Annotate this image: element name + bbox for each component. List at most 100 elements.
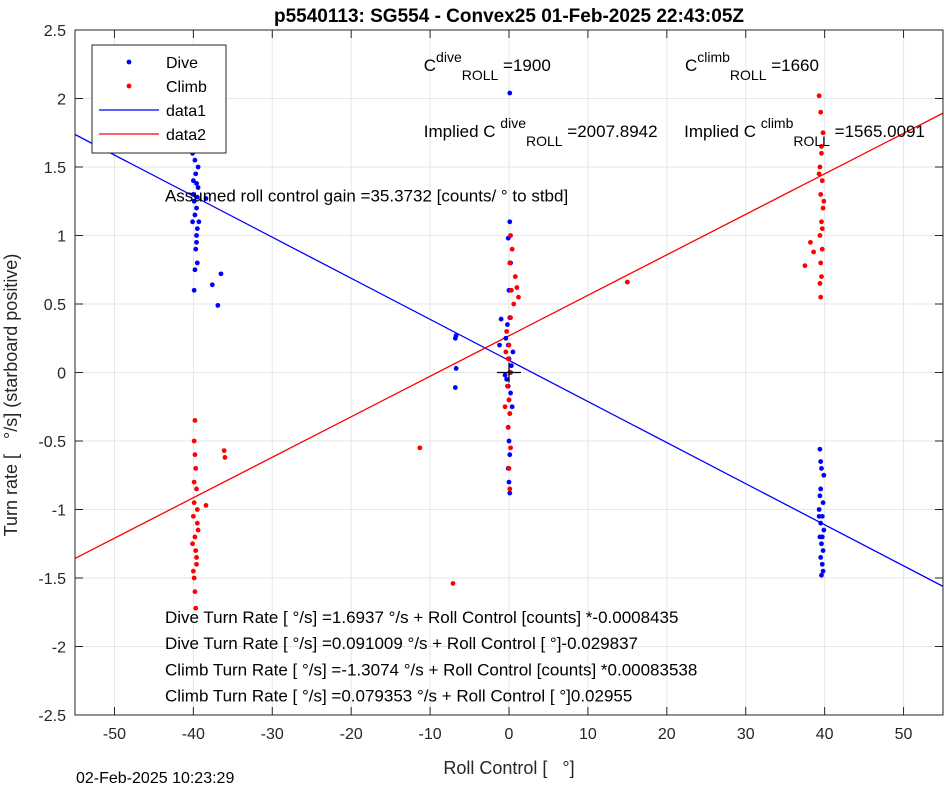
point-climb xyxy=(509,246,515,252)
annotation-part: C xyxy=(685,56,697,75)
point-climb xyxy=(819,274,824,279)
point-climb xyxy=(194,507,200,512)
x-tick-label: -20 xyxy=(340,726,363,743)
point-climb xyxy=(818,109,824,115)
x-tick-label: -50 xyxy=(103,726,126,743)
point-climb xyxy=(192,418,198,423)
point-climb xyxy=(516,294,521,300)
point-climb xyxy=(506,466,512,471)
point-climb xyxy=(821,198,827,204)
annotation-part: Implied C xyxy=(684,122,761,141)
legend-label: Climb xyxy=(166,79,207,96)
point-climb xyxy=(818,294,824,300)
legend-label: data1 xyxy=(166,103,206,120)
point-dive xyxy=(821,472,827,478)
legend-label: data2 xyxy=(166,127,206,144)
annotation-fit_dive_deg: Dive Turn Rate [ °/s] =0.091009 °/s + Ro… xyxy=(165,634,638,653)
data-markers xyxy=(190,90,827,611)
y-tick-label: 0 xyxy=(57,366,66,383)
point-climb xyxy=(817,164,823,170)
point-dive xyxy=(218,271,224,277)
point-dive xyxy=(821,527,827,533)
point-dive xyxy=(194,205,199,211)
point-climb xyxy=(450,581,456,586)
point-dive xyxy=(498,316,504,322)
point-climb xyxy=(191,575,197,581)
point-climb xyxy=(820,130,826,136)
point-dive xyxy=(497,342,502,348)
legend-marker xyxy=(126,83,132,89)
x-tick-label: 30 xyxy=(737,726,755,743)
annotation-gain: Assumed roll control gain =35.3732 [coun… xyxy=(165,186,568,205)
point-climb xyxy=(512,274,518,279)
point-dive xyxy=(818,486,824,492)
point-dive xyxy=(508,390,513,396)
point-climb xyxy=(194,520,200,526)
point-climb xyxy=(193,466,199,471)
point-climb xyxy=(503,349,509,355)
point-dive xyxy=(194,194,200,200)
point-dive xyxy=(215,302,221,308)
point-dive xyxy=(816,513,822,519)
point-climb xyxy=(193,548,199,553)
x-tick-label: 0 xyxy=(505,726,514,743)
point-climb xyxy=(203,502,209,508)
point-climb xyxy=(507,260,513,266)
point-dive xyxy=(505,322,510,327)
point-dive xyxy=(453,365,459,371)
chart-title: p5540113: SG554 - Convex25 01-Feb-2025 2… xyxy=(274,6,744,27)
point-dive xyxy=(191,198,197,204)
point-climb xyxy=(192,534,198,540)
point-dive xyxy=(452,385,458,390)
point-dive xyxy=(509,404,515,410)
y-axis-label: Turn rate [ °/s] (starboard positive) xyxy=(1,254,21,537)
legend-label: Dive xyxy=(166,55,198,72)
y-tick-label: 0.5 xyxy=(44,297,66,314)
point-climb xyxy=(221,448,227,453)
point-dive xyxy=(195,164,201,170)
point-dive xyxy=(195,185,201,190)
annotation-part: Assumed roll control gain =35.3732 [coun… xyxy=(165,186,568,205)
point-climb xyxy=(194,486,199,492)
point-climb xyxy=(816,93,822,99)
point-dive xyxy=(818,459,824,464)
point-climb xyxy=(191,500,197,506)
point-dive xyxy=(506,438,512,444)
point-dive xyxy=(820,500,826,506)
point-climb xyxy=(819,150,824,156)
point-climb xyxy=(819,226,825,232)
point-climb xyxy=(506,397,512,403)
point-dive xyxy=(452,335,458,341)
point-dive xyxy=(818,520,824,526)
footer-timestamp: 02-Feb-2025 10:23:29 xyxy=(76,770,235,787)
point-climb xyxy=(193,605,199,611)
y-tick-label: 2.5 xyxy=(44,23,66,40)
point-climb xyxy=(818,260,824,266)
x-tick-label: -40 xyxy=(182,726,205,743)
y-tick-label: 2 xyxy=(57,92,66,109)
point-dive xyxy=(819,534,825,540)
point-climb xyxy=(819,246,825,252)
point-dive xyxy=(820,548,826,553)
annotation-part: =1660 xyxy=(766,56,818,75)
y-tick-label: -1.5 xyxy=(38,571,66,588)
annotation-fit_dive_counts: Dive Turn Rate [ °/s] =1.6937 °/s + Roll… xyxy=(165,608,679,627)
point-climb xyxy=(811,249,816,255)
point-climb xyxy=(505,356,511,362)
annotation-part: =1900 xyxy=(498,56,550,75)
point-dive xyxy=(192,157,198,163)
point-dive xyxy=(503,335,509,341)
annotation-part: dive xyxy=(500,115,526,131)
point-climb xyxy=(222,455,228,460)
point-dive xyxy=(507,452,513,458)
point-climb xyxy=(192,452,198,458)
point-climb xyxy=(819,144,824,149)
point-dive xyxy=(193,246,199,252)
annotation-part: Dive Turn Rate [ °/s] =0.091009 °/s + Ro… xyxy=(165,634,638,653)
point-climb xyxy=(817,281,823,286)
x-tick-label: 40 xyxy=(816,726,834,743)
annotation-c_dive: CdiveROLL =1900 xyxy=(424,49,551,83)
annotation-part: =2007.8942 xyxy=(563,122,658,141)
point-climb xyxy=(192,589,198,595)
